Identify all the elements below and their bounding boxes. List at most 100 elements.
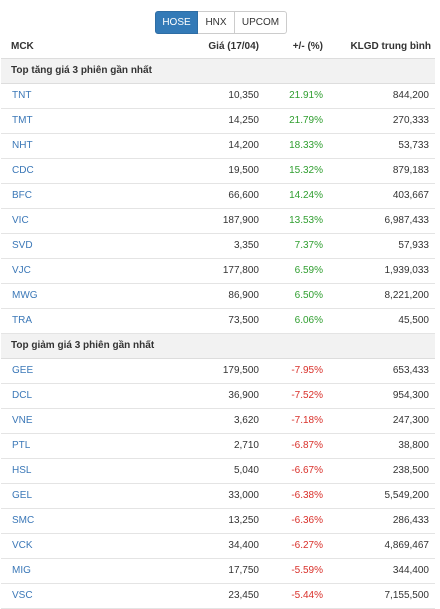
- volume-cell: 38,800: [327, 433, 435, 459]
- section-header-up: Top tăng giá 3 phiên gần nhất: [1, 58, 435, 84]
- tab-upcom[interactable]: UPCOM: [234, 11, 287, 34]
- table-row[interactable]: VIC 187,900 13.53% 6,987,433: [1, 208, 435, 234]
- volume-cell: 270,333: [327, 108, 435, 134]
- stock-symbol-link[interactable]: DCL: [1, 383, 123, 409]
- volume-cell: 653,433: [327, 358, 435, 384]
- volume-cell: 954,300: [327, 383, 435, 409]
- price-cell: 3,620: [123, 408, 263, 434]
- volume-cell: 53,733: [327, 133, 435, 159]
- change-percent-cell: -5.59%: [263, 558, 327, 584]
- section-header-down: Top giảm giá 3 phiên gần nhất: [1, 333, 435, 359]
- table-row[interactable]: VCK 34,400 -6.27% 4,869,467: [1, 533, 435, 559]
- table-row[interactable]: GEL 33,000 -6.38% 5,549,200: [1, 483, 435, 509]
- stock-symbol-link[interactable]: VCK: [1, 533, 123, 559]
- stock-symbol-link[interactable]: CDC: [1, 158, 123, 184]
- change-percent-cell: 14.24%: [263, 183, 327, 209]
- price-cell: 66,600: [123, 183, 263, 209]
- stock-symbol-link[interactable]: PTL: [1, 433, 123, 459]
- stock-symbol-link[interactable]: VSC: [1, 583, 123, 609]
- change-percent-cell: -7.95%: [263, 358, 327, 384]
- table-row[interactable]: NHT 14,200 18.33% 53,733: [1, 133, 435, 159]
- tab-hnx[interactable]: HNX: [197, 11, 235, 34]
- table-row[interactable]: MWG 86,900 6.50% 8,221,200: [1, 283, 435, 309]
- table-row[interactable]: SVD 3,350 7.37% 57,933: [1, 233, 435, 259]
- change-percent-cell: 21.79%: [263, 108, 327, 134]
- table-row[interactable]: GEE 179,500 -7.95% 653,433: [1, 358, 435, 384]
- stock-symbol-link[interactable]: VNE: [1, 408, 123, 434]
- change-percent-cell: 6.59%: [263, 258, 327, 284]
- table-row[interactable]: SMC 13,250 -6.36% 286,433: [1, 508, 435, 534]
- table-row[interactable]: DCL 36,900 -7.52% 954,300: [1, 383, 435, 409]
- stock-symbol-link[interactable]: MWG: [1, 283, 123, 309]
- change-percent-cell: -7.52%: [263, 383, 327, 409]
- change-percent-cell: 7.37%: [263, 233, 327, 259]
- volume-cell: 57,933: [327, 233, 435, 259]
- section-title: Top giảm giá 3 phiên gần nhất: [1, 333, 435, 359]
- volume-cell: 344,400: [327, 558, 435, 584]
- price-cell: 14,200: [123, 133, 263, 159]
- table-row[interactable]: BFC 66,600 14.24% 403,667: [1, 183, 435, 209]
- price-cell: 73,500: [123, 308, 263, 334]
- stock-symbol-link[interactable]: GEE: [1, 358, 123, 384]
- volume-cell: 4,869,467: [327, 533, 435, 559]
- change-percent-cell: 13.53%: [263, 208, 327, 234]
- stock-symbol-link[interactable]: HSL: [1, 458, 123, 484]
- volume-cell: 879,183: [327, 158, 435, 184]
- price-cell: 187,900: [123, 208, 263, 234]
- price-cell: 33,000: [123, 483, 263, 509]
- table-row[interactable]: CDC 19,500 15.32% 879,183: [1, 158, 435, 184]
- change-percent-cell: 6.06%: [263, 308, 327, 334]
- volume-cell: 8,221,200: [327, 283, 435, 309]
- stock-symbol-link[interactable]: VJC: [1, 258, 123, 284]
- table-row[interactable]: TNT 10,350 21.91% 844,200: [1, 83, 435, 109]
- stock-symbol-link[interactable]: GEL: [1, 483, 123, 509]
- table-row[interactable]: TMT 14,250 21.79% 270,333: [1, 108, 435, 134]
- stock-symbol-link[interactable]: MIG: [1, 558, 123, 584]
- tab-hose[interactable]: HOSE: [155, 11, 198, 34]
- stock-symbol-link[interactable]: BFC: [1, 183, 123, 209]
- column-header-volume: KLGD trung bình: [327, 36, 435, 59]
- change-percent-cell: -6.27%: [263, 533, 327, 559]
- change-percent-cell: -5.44%: [263, 583, 327, 609]
- stock-symbol-link[interactable]: TNT: [1, 83, 123, 109]
- stock-symbol-link[interactable]: NHT: [1, 133, 123, 159]
- price-cell: 177,800: [123, 258, 263, 284]
- table-row[interactable]: MIG 17,750 -5.59% 344,400: [1, 558, 435, 584]
- table-row[interactable]: TRA 73,500 6.06% 45,500: [1, 308, 435, 334]
- change-percent-cell: -6.38%: [263, 483, 327, 509]
- stock-symbol-link[interactable]: TMT: [1, 108, 123, 134]
- table-row[interactable]: VNE 3,620 -7.18% 247,300: [1, 408, 435, 434]
- price-cell: 86,900: [123, 283, 263, 309]
- table-row[interactable]: VSC 23,450 -5.44% 7,155,500: [1, 583, 435, 609]
- table-row[interactable]: PTL 2,710 -6.87% 38,800: [1, 433, 435, 459]
- price-cell: 17,750: [123, 558, 263, 584]
- table-row[interactable]: VJC 177,800 6.59% 1,939,033: [1, 258, 435, 284]
- price-cell: 3,350: [123, 233, 263, 259]
- volume-cell: 238,500: [327, 458, 435, 484]
- volume-cell: 1,939,033: [327, 258, 435, 284]
- stock-symbol-link[interactable]: VIC: [1, 208, 123, 234]
- exchange-tabs: HOSE HNX UPCOM: [155, 11, 287, 34]
- change-percent-cell: 18.33%: [263, 133, 327, 159]
- column-header-symbol: MCK: [1, 36, 123, 59]
- price-cell: 36,900: [123, 383, 263, 409]
- stock-movers-table: MCK Giá (17/04) +/- (%) KLGD trung bình …: [1, 36, 435, 609]
- price-cell: 14,250: [123, 108, 263, 134]
- stock-symbol-link[interactable]: SMC: [1, 508, 123, 534]
- change-percent-cell: 21.91%: [263, 83, 327, 109]
- change-percent-cell: 15.32%: [263, 158, 327, 184]
- volume-cell: 844,200: [327, 83, 435, 109]
- price-cell: 13,250: [123, 508, 263, 534]
- section-title: Top tăng giá 3 phiên gần nhất: [1, 58, 435, 84]
- price-cell: 5,040: [123, 458, 263, 484]
- stock-symbol-link[interactable]: TRA: [1, 308, 123, 334]
- change-percent-cell: -6.87%: [263, 433, 327, 459]
- volume-cell: 403,667: [327, 183, 435, 209]
- column-header-price: Giá (17/04): [123, 36, 263, 59]
- price-cell: 34,400: [123, 533, 263, 559]
- price-cell: 19,500: [123, 158, 263, 184]
- table-header: MCK Giá (17/04) +/- (%) KLGD trung bình: [1, 36, 435, 59]
- table-body: Top tăng giá 3 phiên gần nhất TNT 10,350 21…: [1, 58, 435, 609]
- stock-symbol-link[interactable]: SVD: [1, 233, 123, 259]
- table-row[interactable]: HSL 5,040 -6.67% 238,500: [1, 458, 435, 484]
